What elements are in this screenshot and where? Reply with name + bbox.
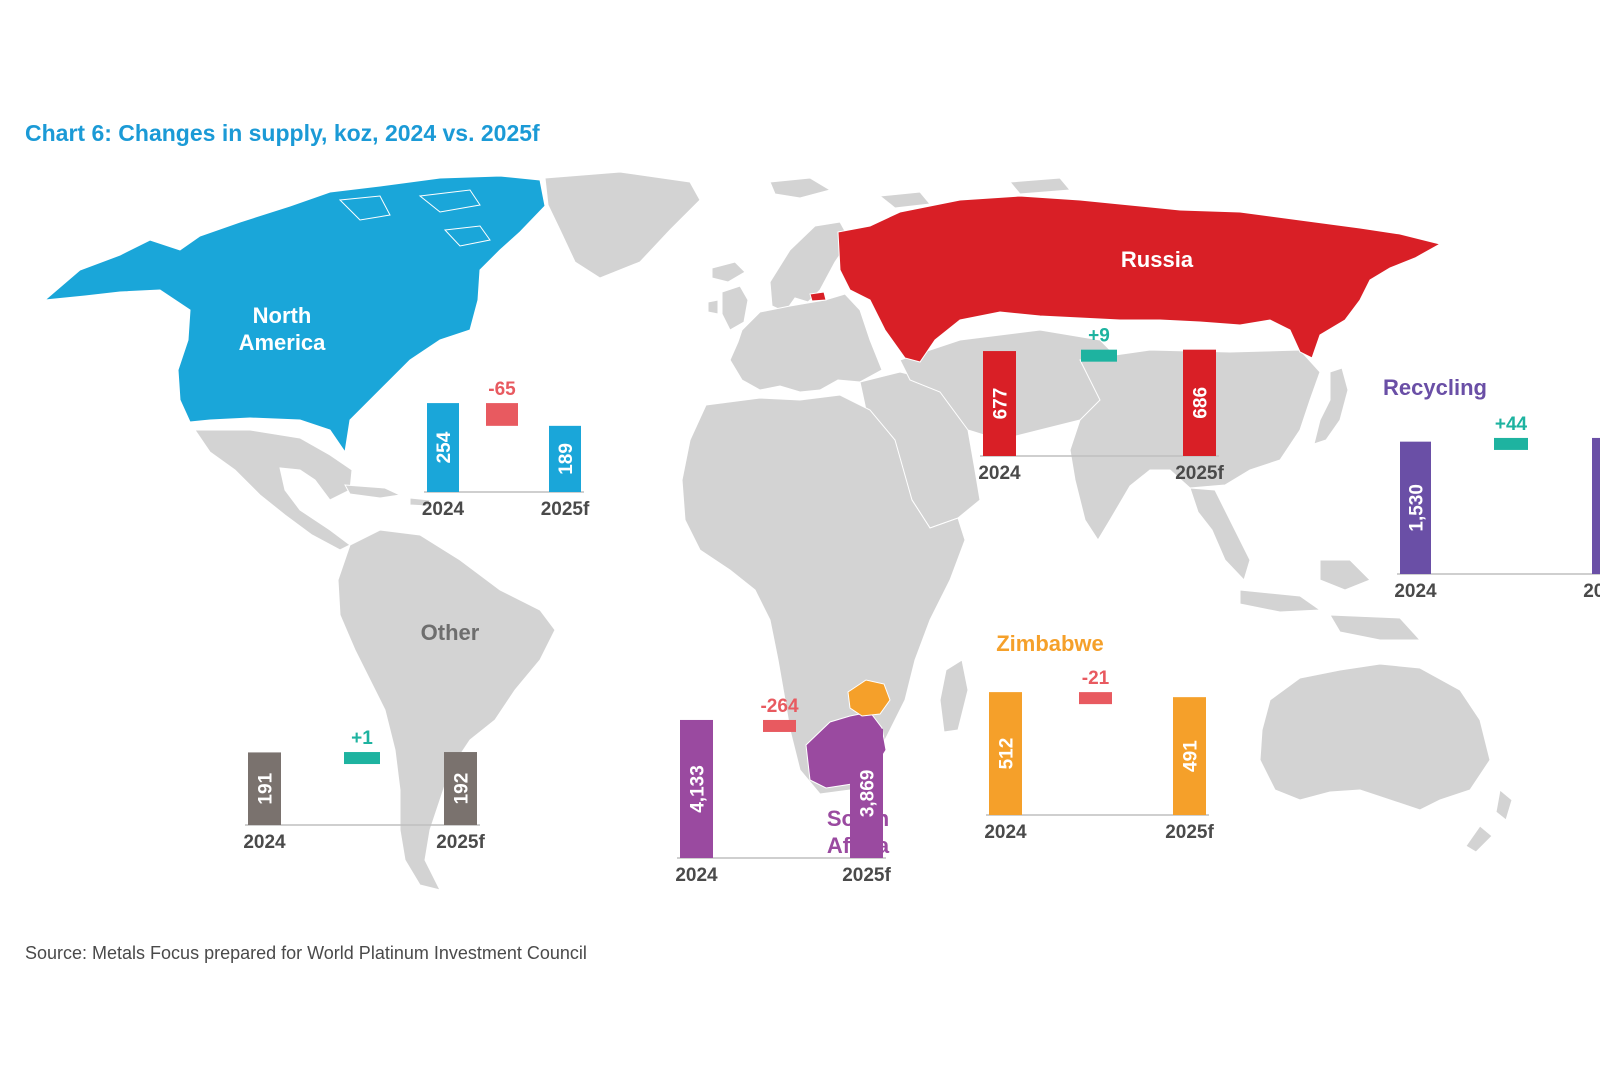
land-australia — [1259, 663, 1491, 811]
land-north-america-islands — [338, 189, 491, 247]
region-label-russia: Russia — [1121, 247, 1194, 272]
value-label-north-america-2025f: 189 — [556, 443, 577, 475]
region-label-zimbabwe: Zimbabwe — [996, 631, 1104, 656]
land-zimbabwe — [847, 679, 891, 717]
value-label-south-africa-2024: 4,133 — [688, 765, 709, 813]
chart-title: Chart 6: Changes in supply, koz, 2024 vs… — [25, 120, 540, 146]
category-label-north-america-2025f: 2025f — [541, 499, 590, 520]
chart-other: 191 2024 192 2025f +1 — [243, 728, 485, 853]
bar-russia-2024 — [983, 351, 1016, 456]
change-label-recycling: +44 — [1495, 414, 1528, 435]
chart-south-africa: 4,133 2024 3,869 2025f -264 — [675, 696, 891, 886]
value-label-russia-2024: 677 — [991, 388, 1012, 420]
value-label-other-2025f: 192 — [452, 773, 473, 805]
bar-south-africa-2025f — [850, 728, 883, 858]
land-greenland — [544, 171, 701, 279]
bar-other-2025f — [444, 752, 477, 825]
value-label-other-2024: 191 — [256, 772, 277, 804]
value-label-north-america-2024: 254 — [434, 431, 455, 463]
change-bar-russia — [1081, 349, 1117, 362]
category-label-zimbabwe-2024: 2024 — [984, 822, 1027, 843]
region-label-north-america: America — [239, 330, 327, 355]
bar-zimbabwe-2024 — [989, 692, 1022, 815]
chart-zimbabwe: 512 2024 491 2025f -21 — [984, 668, 1214, 843]
change-bar-north-america — [486, 403, 518, 426]
bar-zimbabwe-2025f — [1173, 697, 1206, 815]
land-uk — [707, 285, 749, 331]
change-bar-recycling — [1494, 437, 1528, 450]
bar-north-america-2024 — [427, 403, 459, 492]
bar-russia-2025f — [1183, 349, 1216, 456]
bar-south-africa-2024 — [680, 719, 713, 858]
change-label-zimbabwe: -21 — [1082, 668, 1110, 689]
bar-recycling-2024 — [1400, 441, 1431, 574]
land-south-america — [337, 529, 556, 891]
world-map — [43, 171, 1513, 891]
mini-charts: 254 2024 189 2025f -65 677 2024 686 2025f +9 1,530… — [243, 326, 1600, 886]
value-label-russia-2025f: 686 — [1191, 387, 1212, 419]
change-bar-other — [344, 752, 380, 765]
land-iceland — [711, 261, 746, 283]
region-label-north-america: North — [253, 303, 312, 328]
change-bar-south-africa — [763, 719, 796, 732]
category-label-other-2025f: 2025f — [436, 832, 485, 853]
category-label-other-2024: 2024 — [243, 832, 286, 853]
category-label-zimbabwe-2025f: 2025f — [1165, 822, 1214, 843]
category-label-recycling-2025f: 2025f — [1583, 581, 1600, 602]
chart-recycling: 1,530 2024 1,573 2025f +44 — [1394, 414, 1600, 602]
bar-other-2024 — [248, 752, 281, 825]
value-label-south-africa-2025f: 3,869 — [858, 770, 879, 818]
region-label-recycling: Recycling — [1383, 375, 1487, 400]
chart-russia: 677 2024 686 2025f +9 — [978, 326, 1224, 484]
chart-north-america: 254 2024 189 2025f -65 — [422, 379, 590, 520]
land-north-america — [43, 175, 546, 454]
land-madagascar — [939, 659, 969, 733]
land-europe — [729, 293, 883, 393]
value-label-recycling-2024: 1,530 — [1407, 484, 1428, 532]
value-label-recycling-2025f: 1,573 — [1599, 482, 1600, 530]
region-labels: NorthAmericaRussiaRecyclingOtherSouthAfr… — [239, 247, 1487, 858]
land-se-asia — [1189, 487, 1422, 641]
change-label-other: +1 — [351, 728, 373, 749]
region-label-other: Other — [421, 620, 480, 645]
value-label-zimbabwe-2025f: 491 — [1181, 740, 1202, 772]
category-label-south-africa-2024: 2024 — [675, 865, 718, 886]
land-mexico-central-america — [194, 429, 353, 551]
category-label-russia-2024: 2024 — [978, 463, 1021, 484]
category-label-north-america-2024: 2024 — [422, 499, 465, 520]
change-label-russia: +9 — [1088, 326, 1110, 347]
land-russia-kaliningrad — [809, 291, 827, 302]
land-russia — [837, 195, 1442, 363]
change-label-north-america: -65 — [488, 379, 516, 400]
change-bar-zimbabwe — [1079, 692, 1112, 705]
land-new-zealand — [1465, 789, 1513, 853]
category-label-russia-2025f: 2025f — [1175, 463, 1224, 484]
land-caribbean — [344, 484, 431, 507]
land-arctic-islands — [769, 177, 1072, 209]
value-label-zimbabwe-2024: 512 — [997, 738, 1018, 770]
category-label-recycling-2024: 2024 — [1394, 581, 1437, 602]
land-japan — [1313, 367, 1349, 445]
bar-recycling-2025f — [1592, 437, 1600, 574]
bar-north-america-2025f — [549, 425, 581, 492]
change-label-south-africa: -264 — [760, 696, 798, 717]
source-note: Source: Metals Focus prepared for World … — [25, 943, 587, 963]
category-label-south-africa-2025f: 2025f — [842, 865, 891, 886]
